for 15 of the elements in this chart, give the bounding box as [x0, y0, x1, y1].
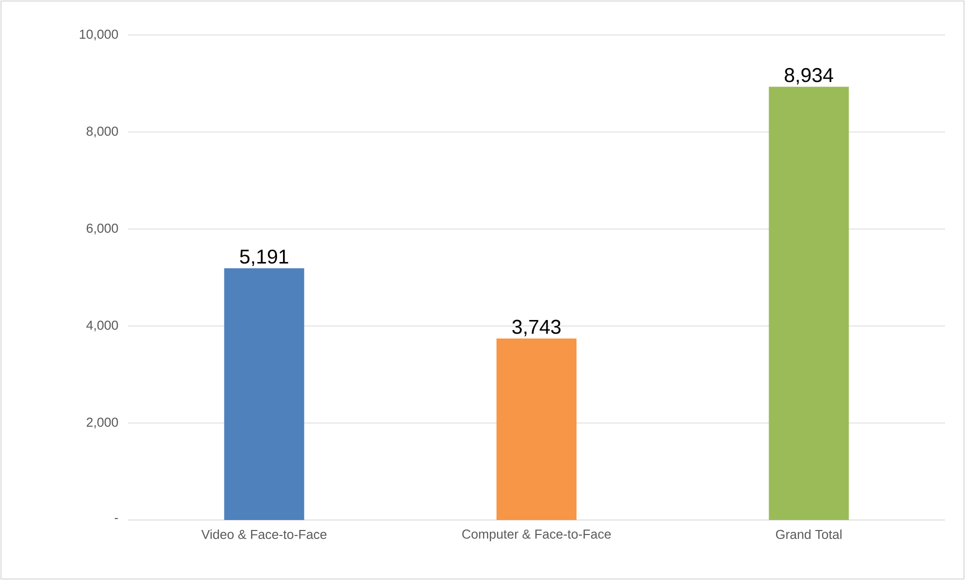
- y-tick-label: 4,000: [86, 320, 118, 332]
- x-tick-label: Computer & Face-to-Face: [462, 530, 611, 542]
- x-tick-label: Video & Face-to-Face: [201, 530, 326, 540]
- data-label: 3,743: [512, 320, 561, 336]
- y-tick-label: -: [114, 518, 118, 520]
- y-tick-label: 6,000: [86, 224, 118, 234]
- data-label: 8,934: [784, 68, 834, 84]
- bar: [496, 338, 577, 520]
- data-label: 5,191: [240, 250, 288, 266]
- y-tick-label: 2,000: [86, 418, 118, 428]
- y-tick-label: 10,000: [80, 30, 118, 40]
- x-tick-label: Grand Total: [776, 530, 842, 540]
- y-tick-label: 8,000: [86, 126, 118, 138]
- bar: [224, 268, 304, 520]
- bar: [768, 86, 849, 520]
